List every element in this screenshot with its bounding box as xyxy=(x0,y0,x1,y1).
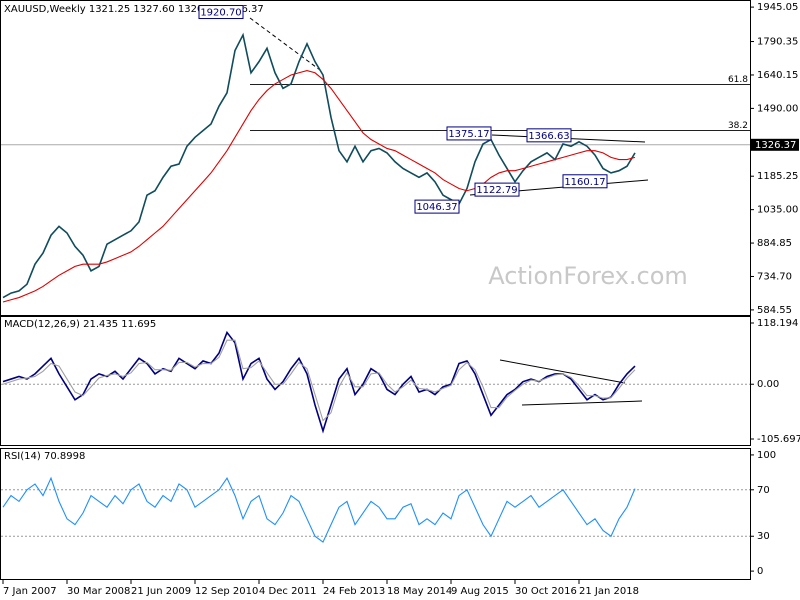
y-tick-label: 100 xyxy=(757,450,776,461)
y-tick-label: 734.70 xyxy=(757,271,792,282)
x-tick-label: 30 Oct 2016 xyxy=(515,586,577,597)
y-tick-label: 1035.00 xyxy=(757,205,798,216)
annotation-label: 1046.37 xyxy=(416,202,457,213)
series-line xyxy=(2,339,636,422)
y-tick-label: 0.00 xyxy=(757,379,779,390)
y-tick-label: -105.697 xyxy=(757,434,800,445)
y-tick-label: 30 xyxy=(757,531,770,542)
trendline xyxy=(521,400,643,406)
last-price-label: 1326.37 xyxy=(755,140,796,151)
annotation-label: 1375.17 xyxy=(448,129,489,140)
y-tick-label: 1185.25 xyxy=(757,171,798,182)
macd-title: MACD(12,26,9) 21.435 11.695 xyxy=(4,319,156,330)
x-tick-label: 24 Feb 2013 xyxy=(323,586,385,597)
x-tick-label: 21 Jun 2009 xyxy=(131,586,191,597)
annotation-box xyxy=(474,182,520,197)
annotation-label: 1122.79 xyxy=(476,185,517,196)
fib-label: 61.8 xyxy=(728,75,748,85)
y-tick-label: 118.194 xyxy=(757,318,798,329)
last-price-box xyxy=(751,138,799,151)
series-line xyxy=(2,32,636,299)
x-tick-label: 18 May 2014 xyxy=(387,586,452,597)
annotation-box xyxy=(562,174,608,189)
x-tick-label: 9 Aug 2015 xyxy=(451,586,509,597)
x-tick-label: 21 Jan 2018 xyxy=(579,586,639,597)
price-panel xyxy=(0,0,751,316)
y-tick-label: 70 xyxy=(757,485,770,496)
x-tick-label: 12 Sep 2010 xyxy=(195,586,258,597)
y-tick-label: 1790.35 xyxy=(757,37,798,48)
annotation-label: 1920.70 xyxy=(200,8,241,19)
y-tick-label: 1640.15 xyxy=(757,70,798,81)
y-tick-label: 1945.05 xyxy=(757,2,798,13)
annotation-box xyxy=(414,199,460,214)
price-title: XAUUSD,Weekly 1321.25 1327.60 1320.63 13… xyxy=(4,4,264,15)
y-tick-label: 584.55 xyxy=(757,305,792,316)
x-tick-label: 4 Dec 2011 xyxy=(259,586,317,597)
trendline xyxy=(249,17,321,71)
annotation-label: 1366.63 xyxy=(528,131,569,142)
rsi-title: RSI(14) 70.8998 xyxy=(4,451,85,462)
y-tick-label: 0 xyxy=(757,566,763,577)
fib-label: 38.2 xyxy=(728,121,748,131)
series-line xyxy=(2,69,636,303)
annotation-label: 1160.17 xyxy=(564,177,605,188)
watermark: ActionForex.com xyxy=(488,262,688,290)
annotation-box xyxy=(526,128,572,143)
annotation-box xyxy=(446,126,492,141)
trendline xyxy=(499,359,626,384)
y-tick-label: 1490.00 xyxy=(757,103,798,114)
rsi-panel xyxy=(0,448,751,580)
series-line xyxy=(2,476,636,543)
x-tick-label: 30 Mar 2008 xyxy=(67,586,130,597)
y-tick-label: 884.85 xyxy=(757,238,792,249)
macd-panel xyxy=(0,316,751,446)
x-tick-label: 7 Jan 2007 xyxy=(3,586,57,597)
annotation-box xyxy=(198,5,244,20)
